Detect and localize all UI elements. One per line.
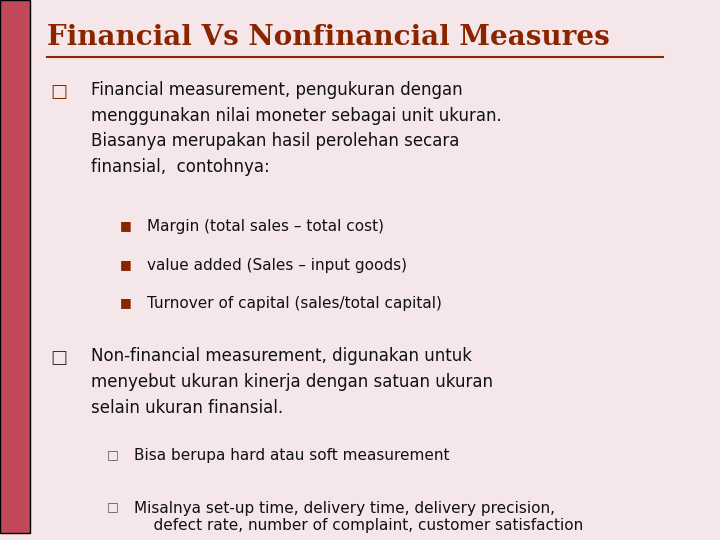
- Text: Misalnya set-up time, delivery time, delivery precision,
    defect rate, number: Misalnya set-up time, delivery time, del…: [134, 501, 583, 533]
- Text: value added (Sales – input goods): value added (Sales – input goods): [148, 258, 408, 273]
- Text: □: □: [107, 448, 119, 461]
- Text: □: □: [50, 349, 68, 367]
- Text: Turnover of capital (sales/total capital): Turnover of capital (sales/total capital…: [148, 296, 442, 311]
- Text: Margin (total sales – total cost): Margin (total sales – total cost): [148, 219, 384, 234]
- Text: □: □: [107, 501, 119, 514]
- Text: Non-financial measurement, digunakan untuk
menyebut ukuran kinerja dengan satuan: Non-financial measurement, digunakan unt…: [91, 347, 493, 417]
- Text: □: □: [50, 83, 68, 100]
- FancyBboxPatch shape: [0, 0, 30, 532]
- Text: ■: ■: [120, 296, 132, 309]
- Text: ■: ■: [120, 219, 132, 232]
- Text: Financial Vs Nonfinancial Measures: Financial Vs Nonfinancial Measures: [48, 24, 610, 51]
- Text: ■: ■: [120, 258, 132, 271]
- Text: Bisa berupa hard atau soft measurement: Bisa berupa hard atau soft measurement: [134, 448, 449, 463]
- Text: Financial measurement, pengukuran dengan
menggunakan nilai moneter sebagai unit : Financial measurement, pengukuran dengan…: [91, 81, 502, 176]
